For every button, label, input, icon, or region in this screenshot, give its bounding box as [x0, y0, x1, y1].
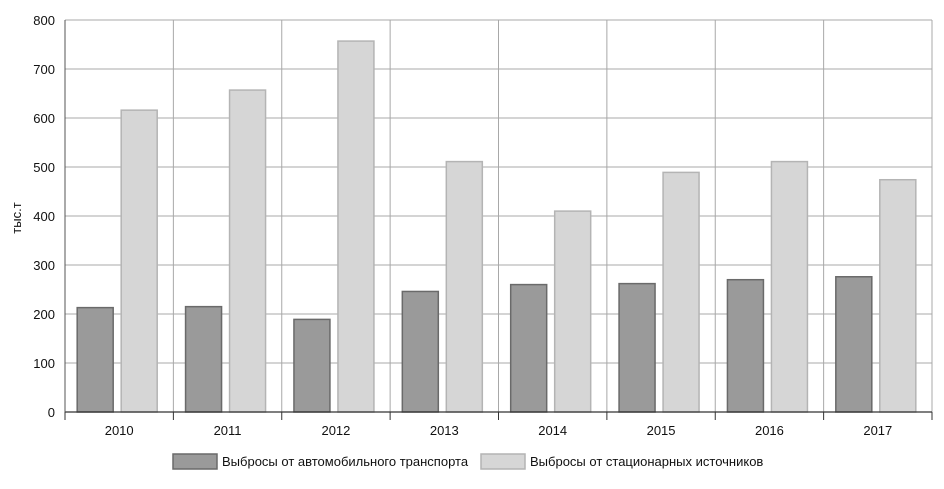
y-tick-label: 500 — [33, 160, 55, 175]
y-axis-ticks: 0 100 200 300 400 500 600 700 800 — [33, 13, 55, 420]
bar-stationary — [553, 210, 592, 413]
bar-auto — [835, 276, 873, 413]
y-tick-label: 200 — [33, 307, 55, 322]
chart-bars — [76, 40, 917, 413]
y-tick-label: 700 — [33, 62, 55, 77]
legend-swatch-auto — [172, 453, 218, 470]
bar-stationary — [228, 89, 267, 413]
chart-axes — [64, 20, 933, 420]
x-tick-label: 2017 — [863, 423, 892, 438]
legend-label-stationary: Выбросы от стационарных источников — [530, 454, 763, 469]
x-tick-label: 2015 — [647, 423, 676, 438]
y-tick-label: 800 — [33, 13, 55, 28]
bar-stationary — [337, 40, 375, 413]
x-tick-label: 2011 — [214, 423, 242, 438]
x-tick-label: 2012 — [321, 423, 350, 438]
bar-auto — [618, 282, 656, 413]
x-tick-label: 2010 — [105, 423, 134, 438]
bar-stationary — [120, 109, 158, 413]
x-tick-label: 2013 — [430, 423, 459, 438]
bar-auto — [76, 306, 114, 413]
y-axis-label: тыс.т — [9, 202, 24, 233]
bar-stationary — [662, 171, 700, 413]
bar-auto — [184, 305, 223, 413]
chart-legend: Выбросы от автомобильного транспорта Выб… — [172, 453, 763, 470]
x-axis-ticks: 2010 2011 2012 2013 2014 2015 2016 2017 — [105, 423, 893, 438]
y-tick-label: 100 — [33, 356, 55, 371]
y-tick-label: 600 — [33, 111, 55, 126]
x-tick-label: 2016 — [755, 423, 784, 438]
bar-auto — [726, 278, 765, 413]
chart-grid — [64, 19, 933, 412]
bar-auto — [509, 283, 548, 413]
legend-swatch-stationary — [480, 453, 526, 470]
y-tick-label: 0 — [48, 405, 55, 420]
bar-stationary — [770, 160, 809, 413]
bar-auto — [401, 290, 440, 413]
bar-auto — [293, 318, 331, 413]
y-tick-label: 400 — [33, 209, 55, 224]
legend-label-auto: Выбросы от автомобильного транспорта — [222, 454, 469, 469]
x-tick-label: 2014 — [538, 423, 567, 438]
bar-stationary — [445, 160, 484, 413]
y-tick-label: 300 — [33, 258, 55, 273]
bar-stationary — [879, 178, 917, 413]
